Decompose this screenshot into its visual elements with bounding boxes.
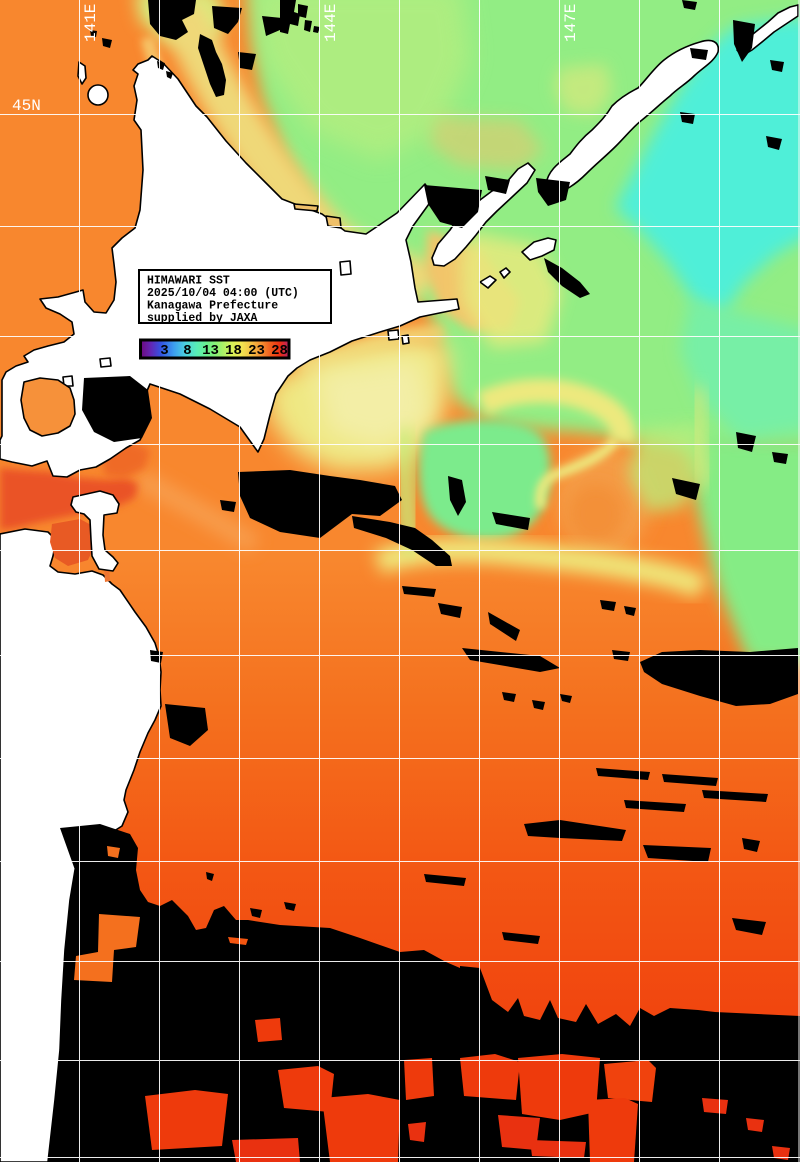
svg-text:23: 23 [248,343,265,359]
svg-text:HIMAWARI SST: HIMAWARI SST [147,275,230,288]
svg-text:18: 18 [225,343,242,359]
svg-text:supplied by JAXA: supplied by JAXA [147,312,258,325]
svg-text:144E: 144E [322,4,340,42]
svg-text:45N: 45N [12,97,41,115]
svg-text:2025/10/04 04:00 (UTC): 2025/10/04 04:00 (UTC) [147,287,299,300]
svg-text:8: 8 [183,343,191,359]
svg-text:Kanagawa Prefecture: Kanagawa Prefecture [147,300,278,313]
svg-text:141E: 141E [82,4,100,42]
svg-text:147E: 147E [562,4,580,42]
svg-text:28: 28 [271,343,288,359]
svg-text:13: 13 [202,343,219,359]
svg-text:3: 3 [160,343,168,359]
